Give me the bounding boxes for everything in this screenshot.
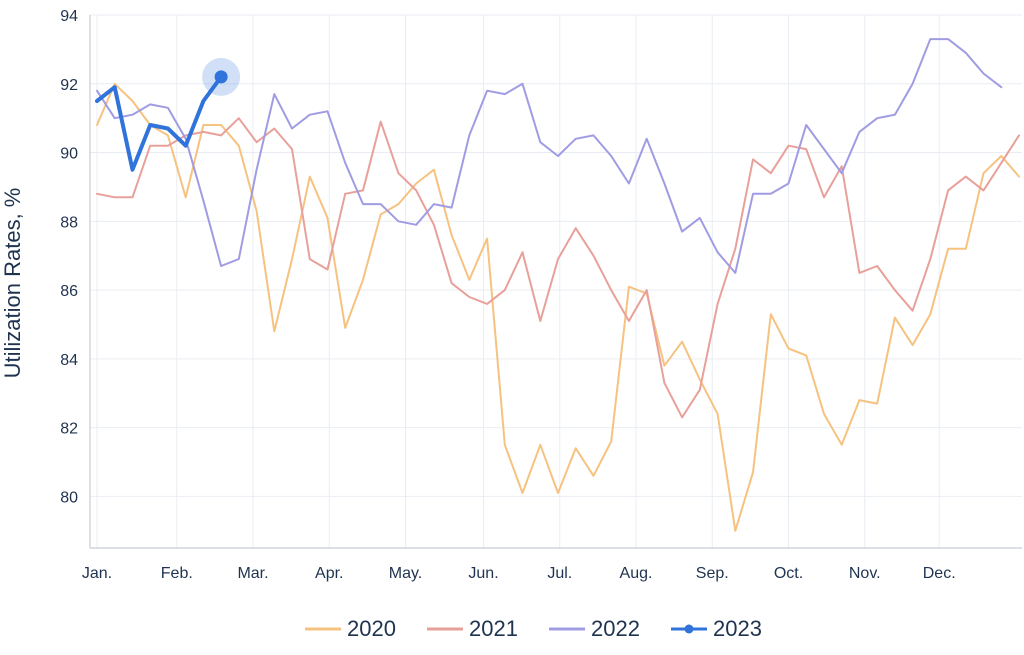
x-tick-label: May. (389, 565, 422, 582)
x-tick-label: Feb. (161, 565, 193, 582)
legend-item-2022: 2022 (549, 616, 640, 641)
axes (89, 15, 1022, 549)
series-line-2022 (96, 38, 1003, 274)
legend-label: 2021 (469, 616, 518, 641)
legend-item-2021: 2021 (427, 616, 518, 641)
legend-item-2023: 2023 (671, 616, 762, 641)
legend: 2020 2021 2022 2023 (305, 616, 762, 641)
legend-label: 2022 (591, 616, 640, 641)
x-tick-label: Apr. (315, 565, 343, 582)
y-tick-label: 92 (60, 77, 78, 94)
legend-label: 2020 (347, 616, 396, 641)
y-tick-label: 82 (60, 421, 78, 438)
legend-marker (684, 624, 694, 634)
gridlines (90, 14, 1022, 548)
y-axis-title: Utilization Rates, % (0, 188, 25, 379)
x-tick-label: Jun. (468, 565, 498, 582)
series-lines (95, 38, 1020, 532)
y-tick-label: 90 (60, 146, 78, 163)
y-tick-label: 86 (60, 283, 78, 300)
y-tick-label: 80 (60, 489, 78, 506)
x-tick-label: Jan. (82, 565, 112, 582)
x-axis-ticks: Jan. Feb. Mar. Apr. May. Jun. Jul. Aug. Sep. Oct.… (82, 565, 956, 582)
y-tick-label: 88 (60, 214, 78, 231)
x-tick-label: Nov. (849, 565, 881, 582)
x-tick-label: Dec. (923, 565, 956, 582)
legend-label: 2023 (713, 616, 762, 641)
y-axis-ticks: 80 82 84 86 88 90 92 94 (60, 8, 78, 506)
x-tick-label: Aug. (620, 565, 653, 582)
last-point-marker (214, 70, 228, 84)
series-line-2023 (95, 74, 224, 172)
y-tick-label: 84 (60, 352, 78, 369)
series-line-2020 (96, 82, 1020, 532)
x-tick-label: Mar. (237, 565, 268, 582)
legend-item-2020: 2020 (305, 616, 396, 641)
x-tick-label: Sep. (696, 565, 729, 582)
x-tick-label: Oct. (774, 565, 803, 582)
series-line-2021 (96, 117, 1020, 419)
y-tick-label: 94 (60, 8, 78, 25)
x-tick-label: Jul. (547, 565, 572, 582)
